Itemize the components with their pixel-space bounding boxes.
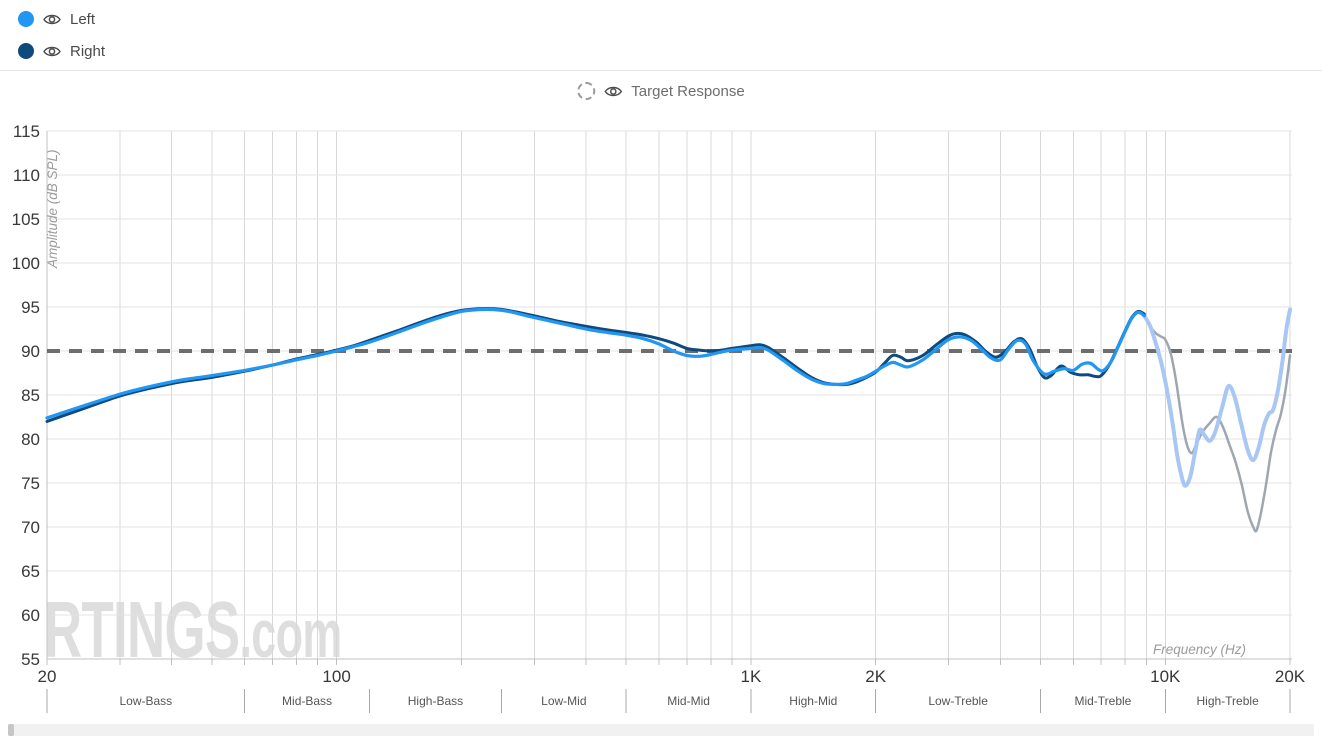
band-label: Low-Mid xyxy=(541,694,586,708)
band-label: Mid-Bass xyxy=(282,694,332,708)
x-tick-label: 20K xyxy=(1275,667,1306,686)
curve-left xyxy=(45,307,1146,420)
y-tick-label: 110 xyxy=(13,166,40,185)
x-tick-label: 100 xyxy=(322,667,350,686)
eye-icon[interactable] xyxy=(43,12,61,27)
y-tick-label: 100 xyxy=(12,254,40,273)
right-series-swatch[interactable] xyxy=(18,43,34,59)
curve-left-fade xyxy=(1142,307,1292,488)
target-legend[interactable]: Target Response xyxy=(577,82,745,100)
x-axis-title: Frequency (Hz) xyxy=(1153,642,1246,657)
y-tick-label: 85 xyxy=(21,386,40,405)
y-tick-label: 80 xyxy=(21,430,40,449)
scrollbar-thumb[interactable] xyxy=(8,724,14,736)
target-legend-label: Target Response xyxy=(631,82,745,100)
eye-icon[interactable] xyxy=(604,84,623,99)
y-tick-label: 60 xyxy=(21,606,40,625)
band-label: Low-Bass xyxy=(119,694,172,708)
eye-icon[interactable] xyxy=(43,44,61,59)
x-tick-label: 10K xyxy=(1150,667,1181,686)
legend-label-left: Left xyxy=(70,10,96,28)
band-label: High-Treble xyxy=(1197,694,1260,708)
band-label: Mid-Treble xyxy=(1074,694,1131,708)
y-tick-label: 90 xyxy=(21,342,40,361)
band-label: High-Mid xyxy=(789,694,837,708)
legend-row-left[interactable]: Left xyxy=(18,8,95,30)
y-tick-label: 55 xyxy=(21,650,40,669)
y-tick-label: 70 xyxy=(21,518,40,537)
legend-row-right[interactable]: Right xyxy=(18,40,105,62)
y-axis-title: Amplitude (dB SPL) xyxy=(45,149,60,269)
target-dashed-circle-icon[interactable] xyxy=(577,82,596,100)
y-tick-label: 65 xyxy=(21,562,40,581)
scrollbar-track[interactable] xyxy=(8,724,1314,736)
left-series-swatch[interactable] xyxy=(18,11,34,27)
x-tick-label: 2K xyxy=(865,667,886,686)
legend-label-right: Right xyxy=(70,42,106,60)
y-tick-label: 105 xyxy=(12,210,40,229)
rtings-watermark: RTINGS.com xyxy=(44,586,342,675)
y-tick-label: 95 xyxy=(21,298,40,317)
band-label: Mid-Mid xyxy=(667,694,710,708)
band-label: Low-Treble xyxy=(928,694,988,708)
band-label: High-Bass xyxy=(408,694,463,708)
x-tick-label: 1K xyxy=(741,667,762,686)
y-tick-label: 75 xyxy=(21,474,40,493)
x-tick-label: 20 xyxy=(38,667,57,686)
horizontal-scrollbar[interactable] xyxy=(0,723,1322,737)
y-tick-label: 115 xyxy=(13,122,40,141)
legend-divider xyxy=(0,70,1322,71)
